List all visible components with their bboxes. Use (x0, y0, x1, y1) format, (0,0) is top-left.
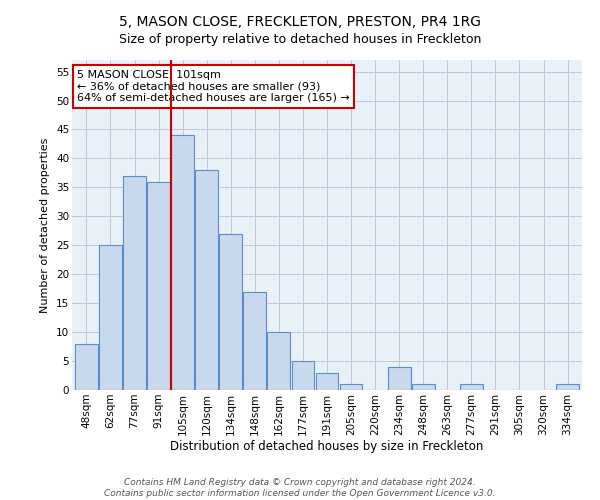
Text: Contains HM Land Registry data © Crown copyright and database right 2024.
Contai: Contains HM Land Registry data © Crown c… (104, 478, 496, 498)
Bar (75, 344, 98, 390)
Bar (123, 176, 146, 390)
Bar (460, 384, 483, 390)
Text: 5, MASON CLOSE, FRECKLETON, PRESTON, PR4 1RG: 5, MASON CLOSE, FRECKLETON, PRESTON, PR4… (119, 15, 481, 29)
Bar (292, 361, 314, 390)
Bar (220, 234, 242, 390)
Text: 5 MASON CLOSE: 101sqm
← 36% of detached houses are smaller (93)
64% of semi-deta: 5 MASON CLOSE: 101sqm ← 36% of detached … (77, 70, 350, 103)
Bar (316, 372, 338, 390)
Bar (268, 332, 290, 390)
Bar (147, 182, 170, 390)
Bar (340, 384, 362, 390)
Bar (99, 246, 122, 390)
Bar (556, 384, 579, 390)
Bar (244, 292, 266, 390)
Bar (388, 367, 410, 390)
Bar (195, 170, 218, 390)
Text: Size of property relative to detached houses in Freckleton: Size of property relative to detached ho… (119, 32, 481, 46)
Bar (412, 384, 434, 390)
Y-axis label: Number of detached properties: Number of detached properties (40, 138, 50, 312)
Bar (171, 136, 194, 390)
X-axis label: Distribution of detached houses by size in Freckleton: Distribution of detached houses by size … (170, 440, 484, 454)
